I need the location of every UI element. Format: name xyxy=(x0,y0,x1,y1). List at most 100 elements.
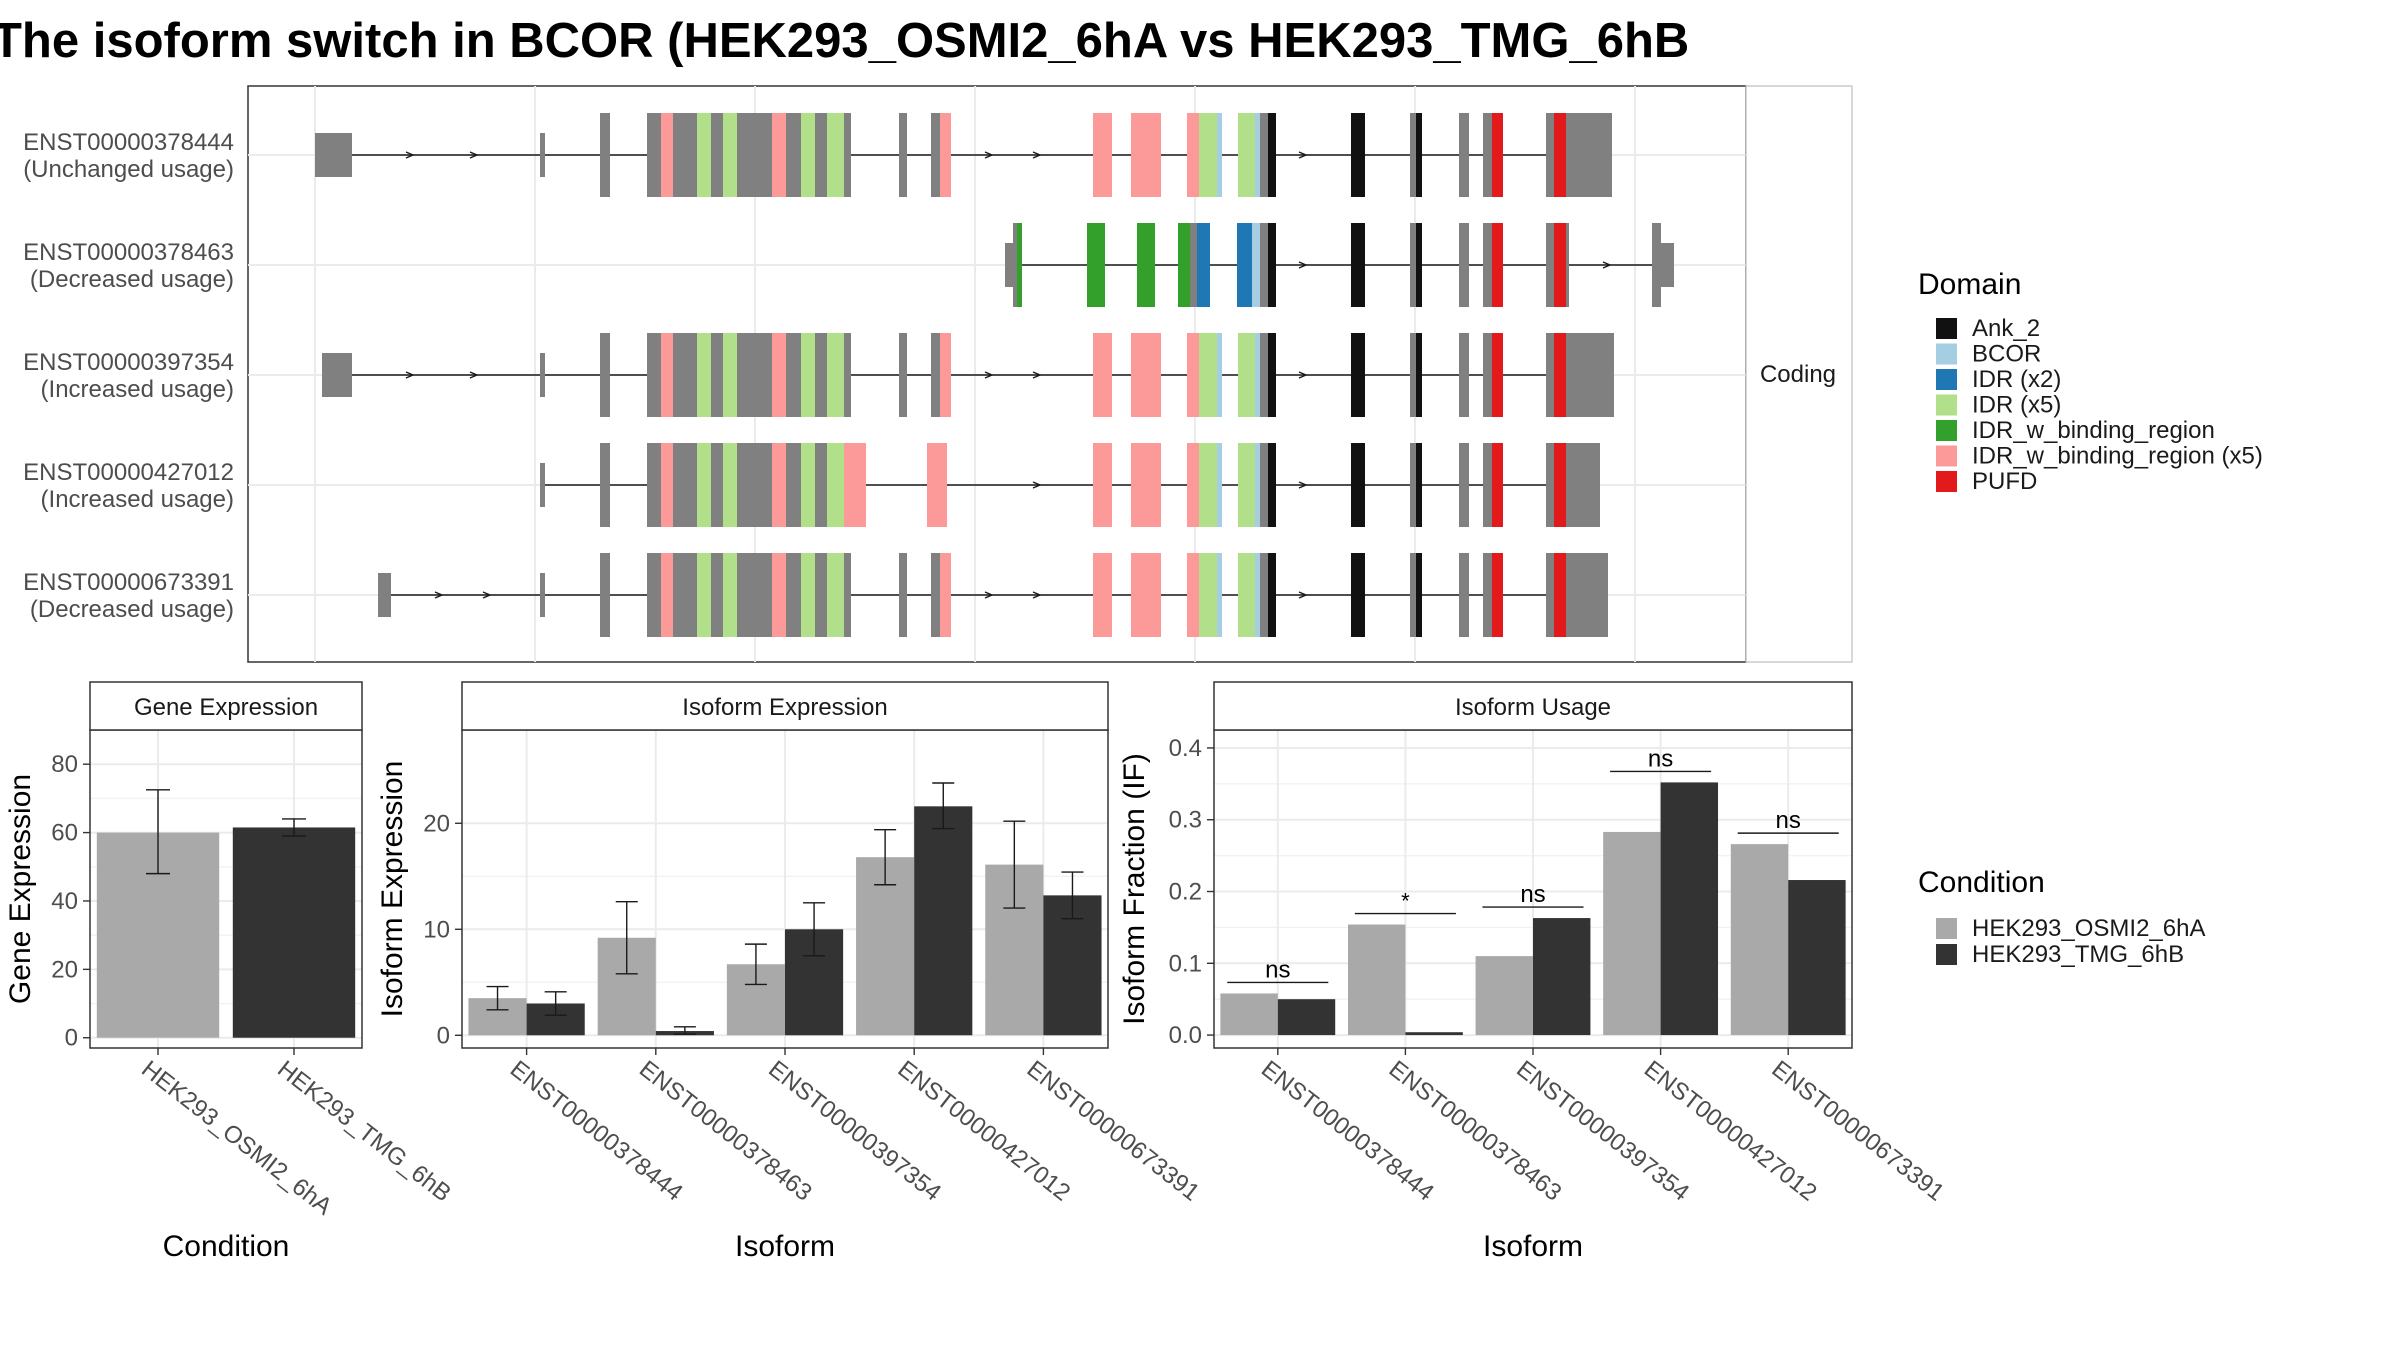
domain-exon xyxy=(1217,443,1222,527)
direction-arrow xyxy=(482,591,492,599)
domain-exon xyxy=(1268,113,1276,197)
exon xyxy=(1546,223,1554,307)
bar xyxy=(856,857,915,1036)
exon xyxy=(931,553,940,637)
exon xyxy=(737,113,772,197)
direction-arrow xyxy=(984,591,994,599)
exon xyxy=(1260,333,1268,417)
transcript-label-id: ENST00000378463 xyxy=(23,239,234,266)
facet-strip xyxy=(1213,681,1853,731)
domain-exon xyxy=(1252,223,1260,307)
domain-exon xyxy=(1255,553,1260,637)
domain-exon xyxy=(1416,443,1422,527)
direction-arrow xyxy=(1032,591,1042,599)
exon xyxy=(1459,223,1469,307)
transcript-label-usage: (Increased usage) xyxy=(41,486,234,513)
y-tick-label: 20 xyxy=(423,810,450,837)
exon xyxy=(786,443,801,527)
exon xyxy=(1483,333,1492,417)
y-tick-label: 0.4 xyxy=(1169,735,1202,762)
exon xyxy=(1483,553,1492,637)
y-tick-label: 0.2 xyxy=(1169,879,1202,906)
domain-exon xyxy=(1351,443,1365,527)
transcript-label-usage: (Decreased usage) xyxy=(30,596,234,623)
domain-exon xyxy=(661,113,673,197)
exon xyxy=(711,443,723,527)
domain-exon xyxy=(697,113,711,197)
domain-exon xyxy=(1217,113,1222,197)
domain-exon xyxy=(661,333,673,417)
facet-strip xyxy=(461,681,1109,731)
facet-strip-label: Isoform Usage xyxy=(1455,694,1611,721)
legend-key-domain xyxy=(1936,318,1957,339)
exon xyxy=(673,113,697,197)
domain-exon xyxy=(1268,443,1276,527)
domain-exon xyxy=(1492,443,1503,527)
transcript-row-ENST00000378463 xyxy=(1005,223,1674,307)
domain-exon xyxy=(661,443,673,527)
exon xyxy=(737,553,772,637)
domain-exon xyxy=(1131,443,1161,527)
domain-exon xyxy=(1187,113,1199,197)
bar xyxy=(232,827,356,1038)
transcript-label-id: ENST00000378444 xyxy=(23,129,234,156)
domain-exon xyxy=(940,333,951,417)
domain-exon xyxy=(723,113,737,197)
direction-arrow xyxy=(1298,591,1308,599)
domain-exon xyxy=(1268,553,1276,637)
strip-coding-label: Coding xyxy=(1760,361,1836,388)
domain-exon xyxy=(801,333,815,417)
direction-arrow xyxy=(984,151,994,159)
domain-exon xyxy=(1492,333,1503,417)
direction-arrow xyxy=(1602,261,1612,269)
domain-exon xyxy=(661,553,673,637)
domain-exon xyxy=(940,553,951,637)
domain-exon xyxy=(1199,333,1217,417)
domain-exon xyxy=(772,443,786,527)
exon xyxy=(1013,223,1017,307)
domain-exon xyxy=(1351,113,1365,197)
transcript-row-ENST00000673391 xyxy=(378,553,1608,637)
facet-strip-label: Isoform Expression xyxy=(682,694,887,721)
domain-exon xyxy=(1351,333,1365,417)
domain-exon xyxy=(1492,553,1503,637)
y-tick-label: 20 xyxy=(51,956,78,983)
x-axis-title: Isoform xyxy=(1483,1230,1583,1263)
domain-exon xyxy=(827,443,844,527)
transcript-panel: Coding ENST00000378444(Unchanged usage) E… xyxy=(23,85,1853,663)
direction-arrow xyxy=(1032,481,1042,489)
exon xyxy=(1546,113,1554,197)
domain-exon xyxy=(1087,223,1105,307)
y-tick-label: 0.3 xyxy=(1169,807,1202,834)
exon xyxy=(899,113,907,197)
domain-exon xyxy=(723,443,737,527)
domain-exon xyxy=(1197,223,1210,307)
exon xyxy=(1260,443,1268,527)
domain-exon xyxy=(1268,333,1276,417)
legend-label-domain: IDR_w_binding_region (x5) xyxy=(1972,443,2263,470)
exon xyxy=(673,443,697,527)
legend-key-condition xyxy=(1936,944,1957,965)
domain-exon xyxy=(1238,113,1255,197)
legend-key-domain xyxy=(1936,394,1957,416)
transcript-label-usage: (Unchanged usage) xyxy=(23,156,234,183)
domain-exon xyxy=(1178,223,1190,307)
y-axis-title: Isoform Fraction (IF) xyxy=(1118,753,1151,1025)
exon xyxy=(1410,443,1416,527)
exon xyxy=(1566,113,1612,197)
exon xyxy=(600,553,610,637)
domain-exon xyxy=(1416,553,1422,637)
exon xyxy=(1483,113,1492,197)
domain-exon xyxy=(1416,223,1422,307)
exon xyxy=(647,113,661,197)
domain-exon xyxy=(1351,223,1365,307)
isoform-expression-chart: Isoform Expression 0 10 20 Isoform Expressio… xyxy=(376,681,1204,1263)
bar xyxy=(1730,844,1789,1036)
exon xyxy=(647,443,661,527)
legend-key-domain xyxy=(1936,471,1957,492)
legend-key-domain xyxy=(1936,343,1957,365)
significance-label: ns xyxy=(1265,956,1290,983)
exon xyxy=(1459,553,1469,637)
exon xyxy=(1410,553,1416,637)
